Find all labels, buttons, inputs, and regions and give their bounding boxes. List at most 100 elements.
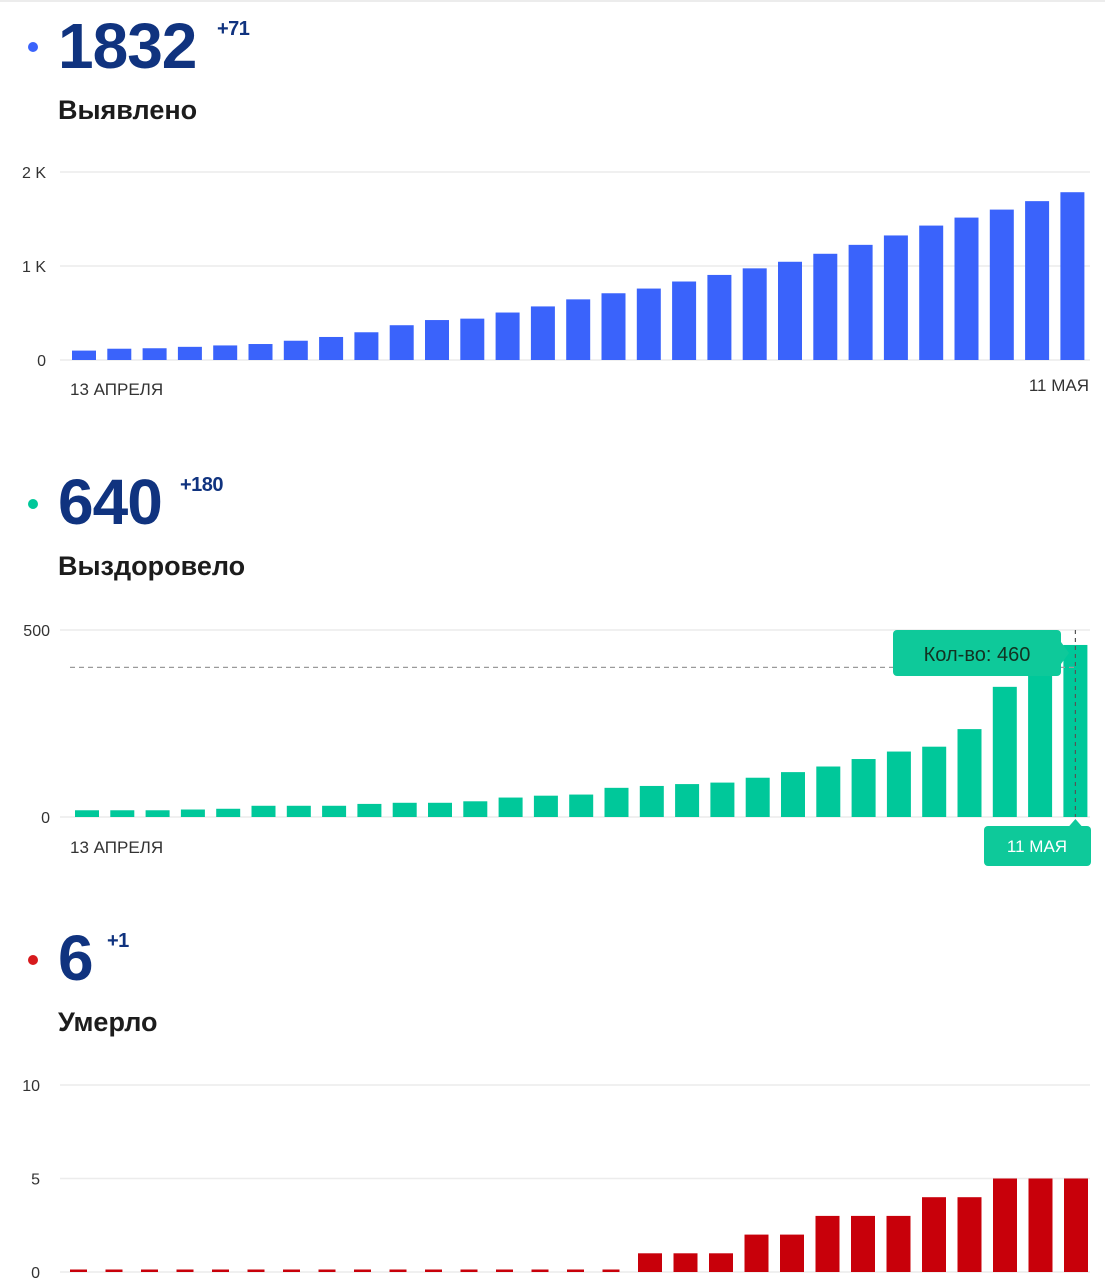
bar[interactable] xyxy=(319,336,344,360)
y-tick-label: 0 xyxy=(31,1265,40,1280)
tooltip-arrow xyxy=(1061,642,1069,664)
series-dot-detected xyxy=(28,42,38,52)
bar[interactable] xyxy=(744,1234,769,1272)
bar-chart-recovered[interactable]: 0 500 13 АПРЕЛЯ Кол-во: 460 11 МАЯ xyxy=(0,610,1105,880)
bar[interactable] xyxy=(354,332,379,360)
bar[interactable] xyxy=(604,787,629,817)
bar[interactable] xyxy=(389,325,414,360)
bar[interactable] xyxy=(392,802,417,817)
bar[interactable] xyxy=(707,274,732,360)
series-dot-deaths xyxy=(28,955,38,965)
bar[interactable] xyxy=(1060,192,1085,360)
bar[interactable] xyxy=(639,785,664,817)
bar[interactable] xyxy=(742,268,767,360)
bar[interactable] xyxy=(922,1197,946,1272)
stat-delta-detected: +71 xyxy=(217,18,250,40)
bar[interactable] xyxy=(428,802,452,817)
bar[interactable] xyxy=(283,340,308,360)
bar[interactable] xyxy=(957,729,982,817)
bar[interactable] xyxy=(815,1215,840,1272)
bar[interactable] xyxy=(357,803,382,817)
bar[interactable] xyxy=(851,759,876,817)
bar[interactable] xyxy=(1025,201,1050,360)
bar[interactable] xyxy=(636,288,661,360)
bar[interactable] xyxy=(989,209,1014,360)
bar[interactable] xyxy=(141,1269,158,1273)
bar[interactable] xyxy=(72,350,96,360)
bar[interactable] xyxy=(781,772,805,817)
bar[interactable] xyxy=(566,299,591,360)
bar[interactable] xyxy=(318,1269,336,1273)
stat-value-recovered: 640 xyxy=(58,466,163,538)
bar[interactable] xyxy=(780,1234,804,1272)
bar[interactable] xyxy=(460,1269,478,1273)
bar[interactable] xyxy=(354,1269,371,1273)
bar[interactable] xyxy=(498,797,523,817)
bar[interactable] xyxy=(145,810,170,817)
bar[interactable] xyxy=(530,306,555,360)
bar[interactable] xyxy=(638,1253,662,1272)
bar[interactable] xyxy=(496,1269,513,1273)
bar[interactable] xyxy=(886,1215,911,1272)
bar[interactable] xyxy=(251,805,276,817)
bar[interactable] xyxy=(816,766,841,817)
bar[interactable] xyxy=(957,1197,982,1272)
bar[interactable] xyxy=(212,1269,229,1273)
bar[interactable] xyxy=(745,777,770,817)
bar[interactable] xyxy=(247,1269,265,1273)
bar[interactable] xyxy=(851,1215,875,1272)
stat-delta-recovered: +180 xyxy=(180,474,224,496)
bar[interactable] xyxy=(601,293,626,360)
y-tick-label: 0 xyxy=(41,810,50,827)
bar[interactable] xyxy=(425,320,449,360)
bar[interactable] xyxy=(142,348,167,360)
bar[interactable] xyxy=(886,751,911,817)
bar[interactable] xyxy=(322,805,347,817)
bar[interactable] xyxy=(531,1269,549,1273)
x-end-label: 11 МАЯ xyxy=(1029,376,1089,395)
bar[interactable] xyxy=(673,1253,698,1272)
bar[interactable] xyxy=(425,1269,442,1273)
bar[interactable] xyxy=(848,244,873,360)
bar[interactable] xyxy=(286,805,311,817)
bar[interactable] xyxy=(1064,1178,1088,1273)
bar-chart-detected[interactable]: 0 1 K 2 K 13 АПРЕЛЯ 11 МАЯ xyxy=(0,155,1105,405)
bar[interactable] xyxy=(567,1269,584,1273)
stat-value-detected: 1832 xyxy=(58,10,197,82)
bar[interactable] xyxy=(75,810,99,817)
bar[interactable] xyxy=(177,346,202,360)
bar[interactable] xyxy=(709,1253,733,1272)
bar[interactable] xyxy=(1028,1178,1053,1273)
bar[interactable] xyxy=(495,312,520,360)
bar[interactable] xyxy=(813,253,838,360)
bar[interactable] xyxy=(602,1269,620,1273)
bar[interactable] xyxy=(110,810,135,817)
bar[interactable] xyxy=(533,795,558,817)
bar[interactable] xyxy=(107,348,132,360)
bar[interactable] xyxy=(919,225,944,360)
bar[interactable] xyxy=(176,1269,194,1273)
bar[interactable] xyxy=(180,809,205,817)
bar[interactable] xyxy=(1028,669,1053,817)
bar[interactable] xyxy=(213,345,238,360)
bar[interactable] xyxy=(248,344,273,360)
bar[interactable] xyxy=(993,1178,1017,1273)
bar-chart-deaths[interactable]: 0 5 10 xyxy=(0,1065,1105,1280)
bar[interactable] xyxy=(992,686,1017,817)
bar[interactable] xyxy=(216,808,241,817)
bar[interactable] xyxy=(922,746,947,817)
bar[interactable] xyxy=(883,235,908,360)
y-tick-label: 0 xyxy=(37,353,46,370)
bar[interactable] xyxy=(283,1269,300,1273)
bar[interactable] xyxy=(672,281,697,360)
bar[interactable] xyxy=(954,217,979,360)
bar[interactable] xyxy=(463,801,488,817)
bar[interactable] xyxy=(675,784,700,817)
bar[interactable] xyxy=(389,1269,407,1273)
bar[interactable] xyxy=(70,1269,87,1273)
bar[interactable] xyxy=(105,1269,123,1273)
bar[interactable] xyxy=(778,261,802,360)
bar[interactable] xyxy=(569,794,594,817)
bar[interactable] xyxy=(710,782,735,817)
bar[interactable] xyxy=(460,318,485,360)
